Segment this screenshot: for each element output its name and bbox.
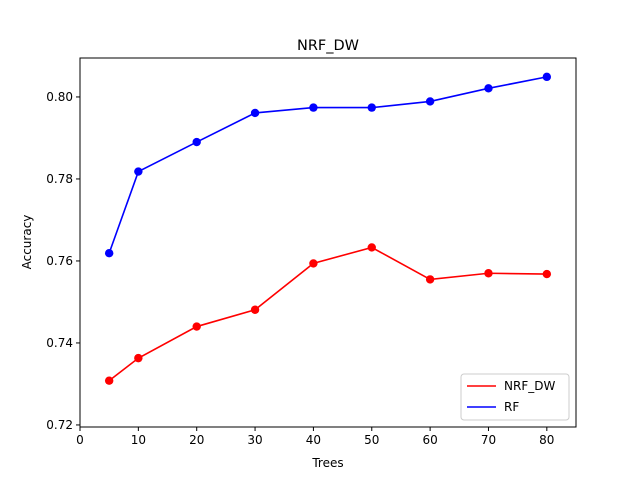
data-point-rf bbox=[192, 137, 201, 147]
data-point-nrf-dw bbox=[542, 269, 552, 279]
legend-label-nrf-dw: NRF_DW bbox=[504, 379, 555, 393]
x-axis: 0 10 20 30 40 50 60 70 80 bbox=[76, 427, 554, 447]
chart-title: NRF_DW bbox=[297, 38, 359, 54]
legend: NRF_DW RF bbox=[460, 373, 570, 421]
data-point-nrf-dw bbox=[367, 243, 376, 252]
legend-label-rf: RF bbox=[504, 400, 519, 414]
data-point-rf bbox=[250, 108, 260, 118]
y-tick-label: 0.72 bbox=[46, 418, 73, 432]
data-point-nrf-dw bbox=[425, 275, 435, 284]
plot-area bbox=[79, 57, 577, 428]
data-point-nrf-dw bbox=[484, 269, 493, 278]
y-tick-label: 0.76 bbox=[46, 254, 73, 268]
data-point-rf bbox=[542, 72, 552, 82]
data-point-rf bbox=[425, 97, 435, 106]
data-point-nrf-dw bbox=[192, 322, 201, 331]
x-tick-label: 0 bbox=[76, 433, 84, 447]
data-point-rf bbox=[367, 103, 376, 112]
x-tick-label: 30 bbox=[247, 433, 262, 447]
y-tick-label: 0.80 bbox=[46, 90, 73, 104]
data-point-rf bbox=[104, 248, 114, 258]
x-tick-label: 40 bbox=[306, 433, 321, 447]
data-point-nrf-dw bbox=[250, 305, 260, 314]
x-tick-label: 70 bbox=[481, 433, 496, 447]
x-tick-label: 10 bbox=[131, 433, 146, 447]
data-point-rf bbox=[134, 167, 143, 176]
data-point-rf bbox=[484, 84, 493, 93]
x-tick-label: 80 bbox=[539, 433, 554, 447]
series-layer bbox=[104, 72, 552, 385]
data-point-nrf-dw bbox=[134, 353, 143, 363]
x-tick-label: 20 bbox=[189, 433, 204, 447]
y-axis: 0.72 0.74 0.76 0.78 0.80 bbox=[46, 90, 80, 432]
data-point-rf bbox=[309, 103, 318, 112]
data-point-nrf-dw bbox=[104, 376, 114, 385]
y-axis-label: Accuracy bbox=[20, 215, 34, 270]
data-point-nrf-dw bbox=[309, 259, 318, 268]
y-tick-label: 0.78 bbox=[46, 172, 73, 186]
y-tick-label: 0.74 bbox=[46, 336, 73, 350]
x-tick-label: 60 bbox=[422, 433, 437, 447]
x-axis-label: Trees bbox=[311, 456, 343, 470]
x-tick-label: 50 bbox=[364, 433, 379, 447]
